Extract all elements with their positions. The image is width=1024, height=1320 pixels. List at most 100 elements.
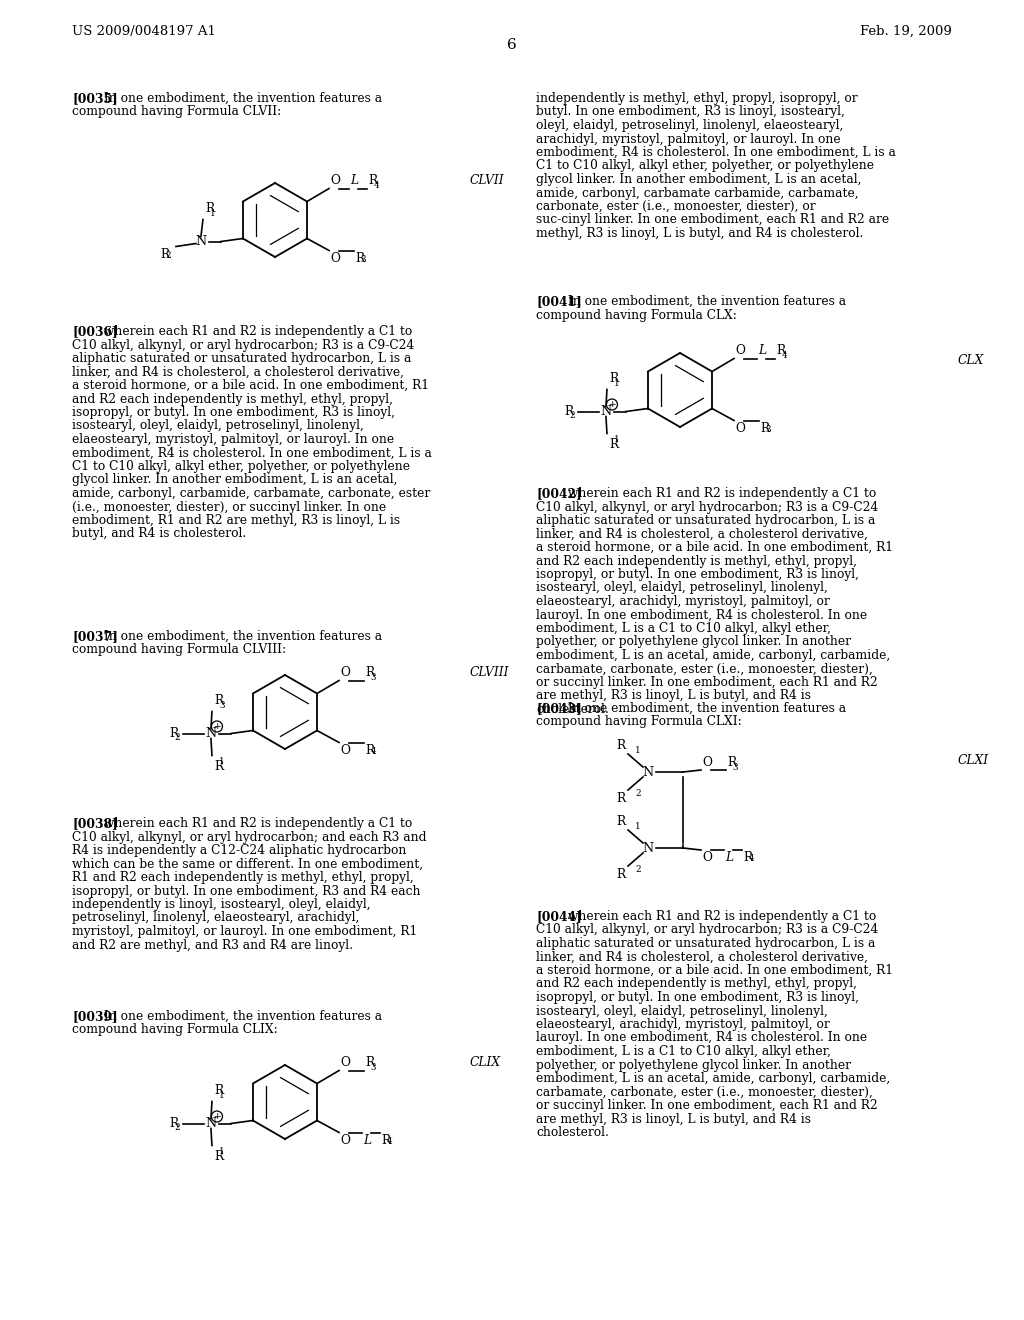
Text: 2: 2 bbox=[569, 411, 574, 420]
Text: and R2 each independently is methyl, ethyl, propyl,: and R2 each independently is methyl, eth… bbox=[536, 978, 857, 990]
Text: embodiment, L is a C1 to C10 alkyl, alkyl ether,: embodiment, L is a C1 to C10 alkyl, alky… bbox=[536, 622, 831, 635]
Text: R: R bbox=[214, 759, 223, 772]
Text: In one embodiment, the invention features a: In one embodiment, the invention feature… bbox=[100, 1010, 382, 1023]
Text: C10 alkyl, alkynyl, or aryl hydrocarbon; R3 is a C9-C24: C10 alkyl, alkynyl, or aryl hydrocarbon;… bbox=[536, 500, 879, 513]
Text: CLX: CLX bbox=[958, 354, 984, 367]
Text: are methyl, R3 is linoyl, L is butyl, and R4 is: are methyl, R3 is linoyl, L is butyl, an… bbox=[536, 689, 811, 702]
Text: isopropyl, or butyl. In one embodiment, R3 is linoyl,: isopropyl, or butyl. In one embodiment, … bbox=[536, 568, 859, 581]
Text: R: R bbox=[205, 202, 214, 215]
Text: C1 to C10 alkyl, alkyl ether, polyether, or polyethylene: C1 to C10 alkyl, alkyl ether, polyether,… bbox=[72, 459, 410, 473]
Text: [0039]: [0039] bbox=[72, 1010, 118, 1023]
Text: embodiment, R4 is cholesterol. In one embodiment, L is a: embodiment, R4 is cholesterol. In one em… bbox=[72, 446, 432, 459]
Text: N: N bbox=[600, 405, 611, 418]
Text: wherein each R1 and R2 is independently a C1 to: wherein each R1 and R2 is independently … bbox=[564, 909, 877, 923]
Text: embodiment, L is a C1 to C10 alkyl, alkyl ether,: embodiment, L is a C1 to C10 alkyl, alky… bbox=[536, 1045, 831, 1059]
Text: CLIX: CLIX bbox=[470, 1056, 501, 1068]
Text: R: R bbox=[616, 739, 626, 752]
Text: 1: 1 bbox=[614, 380, 620, 388]
Text: 2: 2 bbox=[635, 865, 641, 874]
Text: +: + bbox=[213, 1111, 221, 1121]
Text: US 2009/0048197 A1: US 2009/0048197 A1 bbox=[72, 25, 216, 38]
Text: 3: 3 bbox=[371, 672, 376, 681]
Text: and R2 are methyl, and R3 and R4 are linoyl.: and R2 are methyl, and R3 and R4 are lin… bbox=[72, 939, 353, 952]
Text: R4 is independently a C12-C24 aliphatic hydrocarbon: R4 is independently a C12-C24 aliphatic … bbox=[72, 843, 407, 857]
Text: N: N bbox=[196, 235, 207, 248]
Text: R: R bbox=[365, 743, 374, 756]
Text: 2: 2 bbox=[635, 789, 641, 799]
Text: aliphatic saturated or unsaturated hydrocarbon, L is a: aliphatic saturated or unsaturated hydro… bbox=[536, 513, 876, 527]
Text: CLXI: CLXI bbox=[958, 754, 989, 767]
Text: amide, carbonyl, carbamide, carbamate, carbonate, ester: amide, carbonyl, carbamide, carbamate, c… bbox=[72, 487, 430, 500]
Text: In one embodiment, the invention features a: In one embodiment, the invention feature… bbox=[564, 702, 847, 715]
Text: R: R bbox=[214, 694, 223, 708]
Text: compound having Formula CLX:: compound having Formula CLX: bbox=[536, 309, 737, 322]
Text: a steroid hormone, or a bile acid. In one embodiment, R1: a steroid hormone, or a bile acid. In on… bbox=[72, 379, 429, 392]
Text: O: O bbox=[340, 665, 350, 678]
Text: compound having Formula CLVIII:: compound having Formula CLVIII: bbox=[72, 644, 286, 656]
Text: lauroyl. In one embodiment, R4 is cholesterol. In one: lauroyl. In one embodiment, R4 is choles… bbox=[536, 1031, 867, 1044]
Text: 2: 2 bbox=[174, 733, 180, 742]
Text: O: O bbox=[340, 743, 350, 756]
Text: +: + bbox=[608, 400, 615, 409]
Text: [0035]: [0035] bbox=[72, 92, 118, 106]
Text: R: R bbox=[160, 248, 169, 261]
Text: R: R bbox=[214, 1085, 223, 1097]
Text: elaeostearyl, arachidyl, myristoyl, palmitoyl, or: elaeostearyl, arachidyl, myristoyl, palm… bbox=[536, 1018, 829, 1031]
Text: C10 alkyl, alkynyl, or aryl hydrocarbon; R3 is a C9-C24: C10 alkyl, alkynyl, or aryl hydrocarbon;… bbox=[72, 338, 415, 351]
Text: O: O bbox=[340, 1134, 350, 1147]
Text: glycol linker. In another embodiment, L is an acetal,: glycol linker. In another embodiment, L … bbox=[536, 173, 861, 186]
Text: embodiment, R1 and R2 are methyl, R3 is linoyl, L is: embodiment, R1 and R2 are methyl, R3 is … bbox=[72, 513, 400, 527]
Text: R: R bbox=[616, 792, 626, 805]
Text: linker, and R4 is cholesterol, a cholesterol derivative,: linker, and R4 is cholesterol, a cholest… bbox=[536, 528, 868, 540]
Text: R: R bbox=[365, 665, 374, 678]
Text: L: L bbox=[758, 343, 766, 356]
Text: compound having Formula CLVII:: compound having Formula CLVII: bbox=[72, 106, 282, 119]
Text: 4: 4 bbox=[371, 747, 376, 755]
Text: R: R bbox=[609, 372, 618, 385]
Text: O: O bbox=[330, 173, 340, 186]
Text: (i.e., monoester, diester), or succinyl linker. In one: (i.e., monoester, diester), or succinyl … bbox=[72, 500, 386, 513]
Text: wherein each R1 and R2 is independently a C1 to: wherein each R1 and R2 is independently … bbox=[100, 325, 413, 338]
Text: aliphatic saturated or unsaturated hydrocarbon, L is a: aliphatic saturated or unsaturated hydro… bbox=[72, 352, 412, 366]
Text: N: N bbox=[642, 766, 653, 779]
Text: C10 alkyl, alkynyl, or aryl hydrocarbon; and each R3 and: C10 alkyl, alkynyl, or aryl hydrocarbon;… bbox=[72, 830, 427, 843]
Text: R: R bbox=[169, 1117, 178, 1130]
Text: O: O bbox=[702, 851, 712, 865]
Text: methyl, R3 is linoyl, L is butyl, and R4 is cholesterol.: methyl, R3 is linoyl, L is butyl, and R4… bbox=[536, 227, 863, 240]
Text: isopropyl, or butyl. In one embodiment, R3 is linoyl,: isopropyl, or butyl. In one embodiment, … bbox=[536, 991, 859, 1005]
Text: carbamate, carbonate, ester (i.e., monoester, diester),: carbamate, carbonate, ester (i.e., monoe… bbox=[536, 1085, 872, 1098]
Text: In one embodiment, the invention features a: In one embodiment, the invention feature… bbox=[100, 92, 382, 106]
Text: N: N bbox=[206, 1117, 217, 1130]
Text: +: + bbox=[213, 722, 221, 731]
Text: 1: 1 bbox=[219, 1147, 225, 1155]
Text: glycol linker. In another embodiment, L is an acetal,: glycol linker. In another embodiment, L … bbox=[72, 474, 397, 487]
Text: 3: 3 bbox=[360, 255, 366, 264]
Text: C10 alkyl, alkynyl, or aryl hydrocarbon; R3 is a C9-C24: C10 alkyl, alkynyl, or aryl hydrocarbon;… bbox=[536, 924, 879, 936]
Text: embodiment, L is an acetal, amide, carbonyl, carbamide,: embodiment, L is an acetal, amide, carbo… bbox=[536, 1072, 890, 1085]
Text: myristoyl, palmitoyl, or lauroyl. In one embodiment, R1: myristoyl, palmitoyl, or lauroyl. In one… bbox=[72, 925, 417, 939]
Text: or succinyl linker. In one embodiment, each R1 and R2: or succinyl linker. In one embodiment, e… bbox=[536, 1100, 878, 1111]
Text: L: L bbox=[364, 1134, 371, 1147]
Text: R: R bbox=[727, 756, 736, 770]
Text: wherein each R1 and R2 is independently a C1 to: wherein each R1 and R2 is independently … bbox=[100, 817, 413, 830]
Text: are methyl, R3 is linoyl, L is butyl, and R4 is: are methyl, R3 is linoyl, L is butyl, an… bbox=[536, 1113, 811, 1126]
Text: R: R bbox=[776, 343, 785, 356]
Text: cholesterol.: cholesterol. bbox=[536, 1126, 609, 1139]
Text: wherein each R1 and R2 is independently a C1 to: wherein each R1 and R2 is independently … bbox=[564, 487, 877, 500]
Text: CLVIII: CLVIII bbox=[470, 665, 510, 678]
Text: [0041]: [0041] bbox=[536, 294, 582, 308]
Text: 6: 6 bbox=[507, 38, 517, 51]
Text: aliphatic saturated or unsaturated hydrocarbon, L is a: aliphatic saturated or unsaturated hydro… bbox=[536, 937, 876, 950]
Text: independently is linoyl, isostearyl, oleyl, elaidyl,: independently is linoyl, isostearyl, ole… bbox=[72, 898, 371, 911]
Text: O: O bbox=[702, 756, 712, 770]
Text: arachidyl, myristoyl, palmitoyl, or lauroyl. In one: arachidyl, myristoyl, palmitoyl, or laur… bbox=[536, 132, 841, 145]
Text: 4: 4 bbox=[781, 351, 787, 359]
Text: R1 and R2 each independently is methyl, ethyl, propyl,: R1 and R2 each independently is methyl, … bbox=[72, 871, 414, 884]
Text: CLVII: CLVII bbox=[470, 173, 505, 186]
Text: polyether, or polyethylene glycol linker. In another: polyether, or polyethylene glycol linker… bbox=[536, 635, 851, 648]
Text: a steroid hormone, or a bile acid. In one embodiment, R1: a steroid hormone, or a bile acid. In on… bbox=[536, 541, 893, 554]
Text: carbamate, carbonate, ester (i.e., monoester, diester),: carbamate, carbonate, ester (i.e., monoe… bbox=[536, 663, 872, 676]
Text: petroselinyl, linolenyl, elaeostearyl, arachidyl,: petroselinyl, linolenyl, elaeostearyl, a… bbox=[72, 912, 359, 924]
Text: N: N bbox=[206, 727, 217, 741]
Text: 1: 1 bbox=[219, 756, 225, 766]
